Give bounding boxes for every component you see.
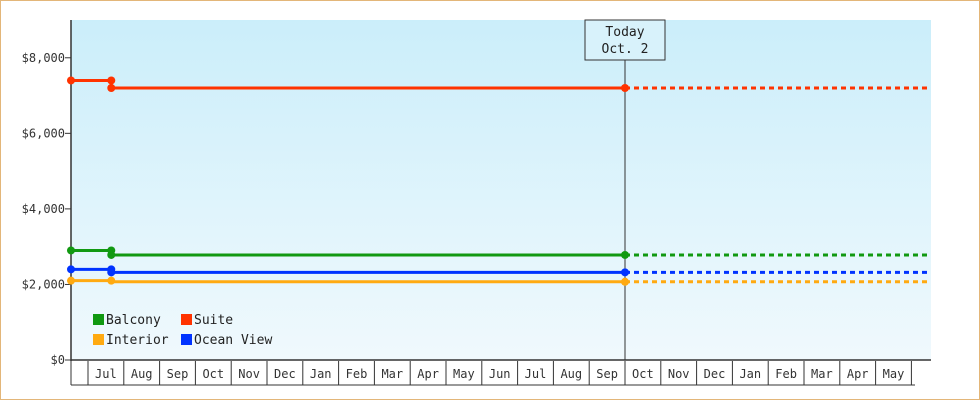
y-tick-label: $0 (51, 353, 65, 367)
series-line (71, 279, 625, 284)
x-tick-label: Mar (381, 367, 403, 381)
x-tick-label: Jun (489, 367, 511, 381)
legend-swatch (181, 314, 192, 325)
y-tick-label: $8,000 (22, 51, 65, 65)
series-point (621, 277, 629, 286)
y-tick-label: $4,000 (22, 202, 65, 216)
plot-background (71, 20, 931, 360)
series-point (67, 276, 75, 285)
legend: Balcony Suite Interior Ocean View (93, 313, 272, 348)
x-tick-label: Nov (668, 367, 690, 381)
legend-label: Balcony (106, 313, 161, 328)
legend-swatch (93, 334, 104, 345)
x-tick-label: Oct (632, 367, 654, 381)
y-tick-label: $6,000 (22, 126, 65, 140)
x-tick-label: Jul (525, 367, 547, 381)
series-point (67, 265, 75, 274)
today-label: Today (605, 25, 644, 40)
legend-label: Ocean View (194, 333, 272, 348)
series-point (67, 246, 75, 255)
series-point (107, 250, 116, 259)
today-marker: Today Oct. 2 (584, 19, 666, 360)
x-axis: Jul Aug Sep Oct Nov Dec Jan Feb Mar Apr May Jun Jul A… (70, 359, 931, 386)
x-tick-label: Sep (596, 367, 618, 381)
x-tick-label: Jan (310, 367, 332, 381)
x-tick-label: Apr (417, 367, 439, 381)
x-tick-label: Dec (274, 367, 296, 381)
x-tick-label: Dec (704, 367, 726, 381)
series-point (107, 268, 116, 277)
series-point (621, 250, 629, 259)
x-tick-label: May (883, 367, 905, 381)
series-group (67, 76, 930, 286)
x-tick-label: Aug (560, 367, 582, 381)
x-tick-label: Nov (238, 367, 260, 381)
legend-swatch (181, 334, 192, 345)
series-point (107, 84, 116, 92)
legend-swatch (93, 314, 104, 325)
series (67, 246, 930, 259)
x-tick-label: Feb (775, 367, 797, 381)
x-tick-label: Aug (131, 367, 153, 381)
x-tick-label: Sep (167, 367, 189, 381)
x-tick-label: Feb (346, 367, 368, 381)
series-point (67, 76, 75, 85)
x-tick-label: Jul (95, 367, 117, 381)
x-tick-label: Oct (202, 367, 224, 381)
x-tick-label: May (453, 367, 475, 381)
y-tick-label: $2,000 (22, 277, 65, 291)
x-tick-label: Apr (847, 367, 869, 381)
series-point (107, 276, 116, 285)
series (67, 76, 930, 92)
y-axis: $0 $2,000 $4,000 $6,000 $8,000 (22, 20, 72, 367)
legend-label: Interior (106, 333, 169, 348)
x-tick-label: Jan (739, 367, 761, 381)
series-point (621, 84, 629, 92)
series (67, 276, 930, 286)
legend-label: Suite (194, 313, 233, 328)
today-box (584, 19, 666, 61)
series (67, 265, 930, 277)
series-point (621, 268, 629, 277)
today-date: Oct. 2 (602, 42, 649, 57)
series-point (107, 76, 116, 85)
x-tick-label: Mar (811, 367, 833, 381)
